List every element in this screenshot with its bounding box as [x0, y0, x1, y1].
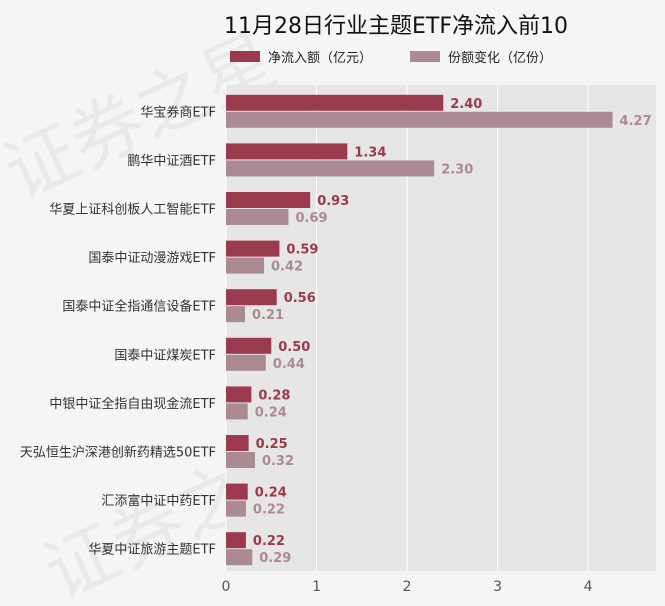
data-label-series-1: 0.22 — [253, 534, 285, 549]
bar-series-2 — [226, 111, 613, 128]
legend-label: 份额变化（亿份） — [448, 50, 552, 66]
data-label-series-2: 2.30 — [441, 162, 473, 177]
data-label-series-2: 0.42 — [271, 260, 303, 275]
bar-series-1 — [226, 289, 277, 306]
bar-series-1 — [226, 435, 249, 451]
category-label: 天弘恒生沪深港创新药精选50ETF — [20, 445, 216, 461]
data-label-series-2: 0.22 — [253, 503, 285, 518]
data-label-series-1: 0.25 — [256, 437, 288, 452]
x-tick-label: 2 — [403, 579, 412, 595]
data-label-series-1: 0.28 — [258, 388, 290, 403]
data-label-series-1: 1.34 — [354, 145, 386, 160]
data-label-series-2: 0.44 — [273, 357, 305, 372]
data-label-series-2: 0.21 — [252, 308, 284, 323]
bar-series-2 — [226, 257, 265, 274]
data-label-series-2: 0.29 — [259, 551, 291, 566]
category-labels: 华宝券商ETF 鹏华中证酒ETF 华夏上证科创板人工智能ETF 国泰中证动漫游戏ETF… — [20, 104, 216, 557]
bar-series-2 — [226, 354, 266, 371]
category-label: 鹏华中证酒ETF — [127, 154, 216, 169]
data-label-series-2: 4.27 — [620, 114, 652, 129]
category-label: 华夏中证旅游主题ETF — [88, 543, 216, 558]
x-tick-label: 3 — [493, 579, 502, 595]
category-label: 华宝券商ETF — [140, 104, 216, 120]
legend-swatch — [410, 51, 440, 62]
legend-swatch — [230, 51, 260, 62]
category-label: 华夏上证科创板人工智能ETF — [49, 203, 216, 218]
legend-label: 净流入额（亿元） — [268, 51, 372, 66]
legend: 净流入额（亿元） 份额变化（亿份） — [230, 50, 552, 66]
category-label: 国泰中证全指通信设备ETF — [62, 299, 216, 315]
data-label-series-1: 0.93 — [317, 194, 349, 209]
x-tick-label: 1 — [312, 579, 321, 595]
x-tick-label: 4 — [584, 579, 593, 595]
bar-series-2 — [226, 549, 253, 566]
data-label-series-2: 0.32 — [262, 454, 294, 469]
bar-series-2 — [226, 500, 246, 517]
bar-series-1 — [226, 337, 272, 354]
bar-series-2 — [226, 452, 255, 468]
bar-series-1 — [226, 240, 280, 257]
data-label-series-1: 0.56 — [284, 291, 316, 306]
data-label-series-2: 0.69 — [295, 211, 327, 226]
bar-series-1 — [226, 386, 252, 403]
data-label-series-2: 0.24 — [255, 405, 287, 420]
bar-series-1 — [226, 483, 248, 500]
chart-title: 11月28日行业主题ETF净流入前10 — [224, 14, 568, 39]
x-tick-label: 0 — [222, 579, 231, 595]
bar-series-1 — [226, 532, 246, 549]
bar-series-2 — [226, 306, 246, 323]
data-label-series-1: 0.24 — [255, 486, 287, 501]
bar-series-1 — [226, 143, 348, 160]
bar-series-2 — [226, 160, 435, 177]
data-label-series-1: 0.59 — [286, 243, 318, 258]
category-label: 国泰中证动漫游戏ETF — [88, 251, 216, 266]
bar-series-2 — [226, 403, 248, 420]
bar-series-1 — [226, 192, 311, 208]
data-label-series-1: 2.40 — [450, 97, 482, 112]
bar-series-2 — [226, 209, 289, 225]
category-label: 中银中证全指自由现金流ETF — [49, 396, 216, 412]
category-label: 汇添富中证中药ETF — [101, 493, 216, 509]
x-axis-ticks: 0 1 2 3 4 — [222, 579, 593, 595]
bar-series-1 — [226, 94, 444, 111]
bars: 2.40 4.27 1.34 2.30 0.93 0.69 0.59 0.42 0.560.21… — [226, 94, 652, 566]
data-label-series-1: 0.50 — [278, 340, 310, 355]
category-label: 国泰中证煤炭ETF — [114, 348, 216, 363]
